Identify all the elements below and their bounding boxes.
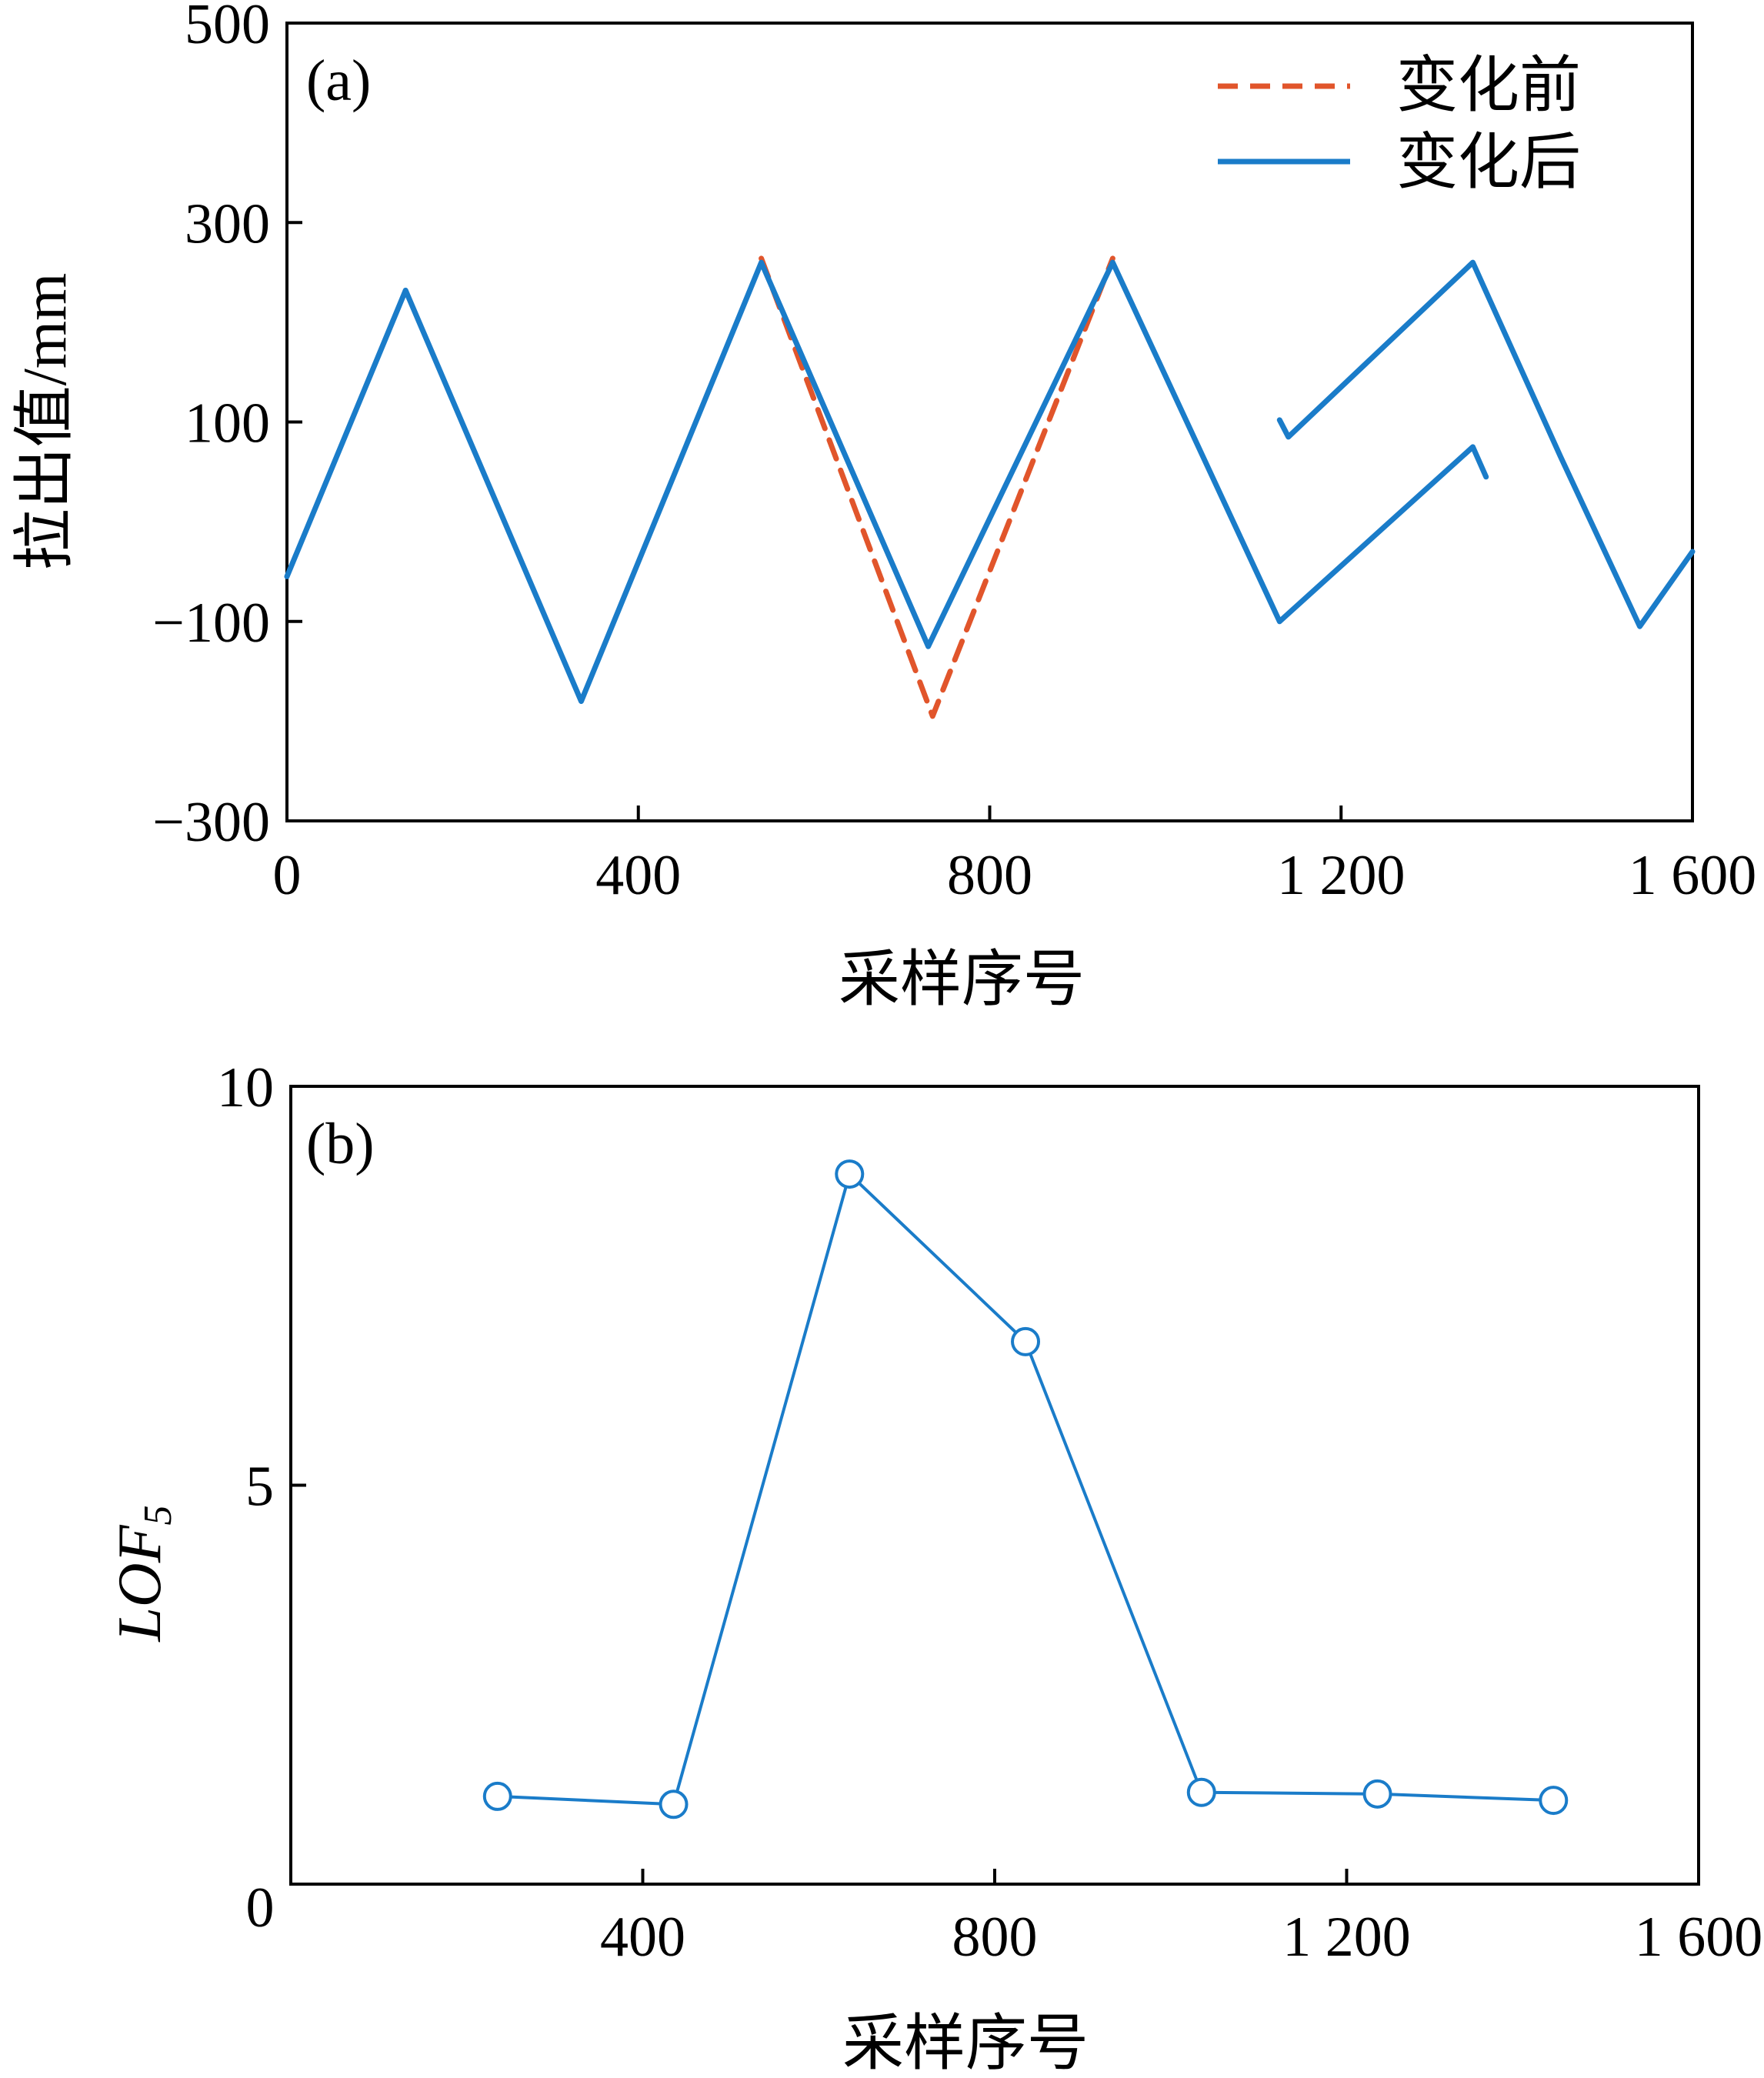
panel-b-point-3 [1011,1326,1041,1356]
panel-a-y-ticks: −300 −100 100 300 500 [152,0,302,854]
panel-a-series-lines [284,255,1696,719]
panel-b-y-axis-title-subscript: 5 [136,1505,180,1525]
panel-b-plot-frame [289,1085,1700,1886]
panel-a-x-tick-label-1: 400 [595,844,681,907]
panel-b-point-1 [659,1789,689,1820]
panel-b-y-tick-label-1: 10 [217,1056,274,1119]
panel-a-x-tick-label-3: 1 200 [1277,844,1406,907]
panel-a-series-1-segment-0 [284,259,1489,704]
panel-b-series-lines [482,1159,1569,1820]
panel-b: 0 400 800 1 200 1 600 510 (b) 采样序号 LOF5 [106,1056,1762,2078]
panel-a-y-axis-title: 拉出值/mm [12,273,79,571]
panel-b-y-axis-title: LOF5 [106,1505,180,1642]
panel-a-label: (a) [306,48,371,113]
panel-b-point-4 [1186,1777,1216,1807]
panel-a-series-0-segment-0 [759,255,1115,719]
panel-a-y-tick-label-1: −100 [152,592,270,655]
panel-b-x-tick-label-1: 400 [600,1906,685,1969]
panel-a-x-ticks: 0 400 800 1 200 1 600 [273,806,1757,907]
panel-b-series-0-line [497,1172,1554,1806]
panel-a-y-tick-label-0: −300 [152,791,270,854]
panel-a-y-tick-label-2: 100 [185,392,270,455]
panel-a-x-tick-label-2: 800 [947,844,1032,907]
panel-b-x-tick-label-3: 1 200 [1282,1906,1411,1969]
panel-b-point-2 [835,1159,865,1189]
panel-b-y-axis-title-main: LOF [106,1524,174,1642]
panel-b-label: (b) [306,1112,375,1176]
panel-b-x-tick-label-0: 0 [246,1876,275,1940]
legend: 变化前 变化后 [1218,52,1581,197]
legend-label-after: 变化后 [1396,129,1581,197]
panel-a-y-tick-label-4: 500 [185,0,270,56]
panel-b-point-5 [1362,1779,1392,1809]
panel-a-x-tick-label-0: 0 [273,844,302,907]
panel-b-x-tick-label-4: 1 600 [1635,1906,1763,1969]
panel-b-point-6 [1539,1786,1569,1816]
panel-b-y-tick-label-0: 5 [245,1456,274,1519]
legend-label-before: 变化前 [1396,52,1581,120]
panel-a-x-axis-title: 采样序号 [839,946,1085,1014]
panel-b-x-axis-title: 采样序号 [842,2010,1089,2078]
panel-b-x-ticks: 0 400 800 1 200 1 600 [246,1869,1763,1969]
panel-a-series-1-segment-1 [1276,259,1696,629]
panel-a-x-tick-label-4: 1 600 [1629,844,1757,907]
panel-a-y-tick-label-3: 300 [185,192,270,255]
panel-b-y-ticks: 5 10 [217,1056,306,1519]
panel-b-point-0 [482,1781,512,1811]
panel-b-x-tick-label-2: 800 [952,1906,1038,1969]
